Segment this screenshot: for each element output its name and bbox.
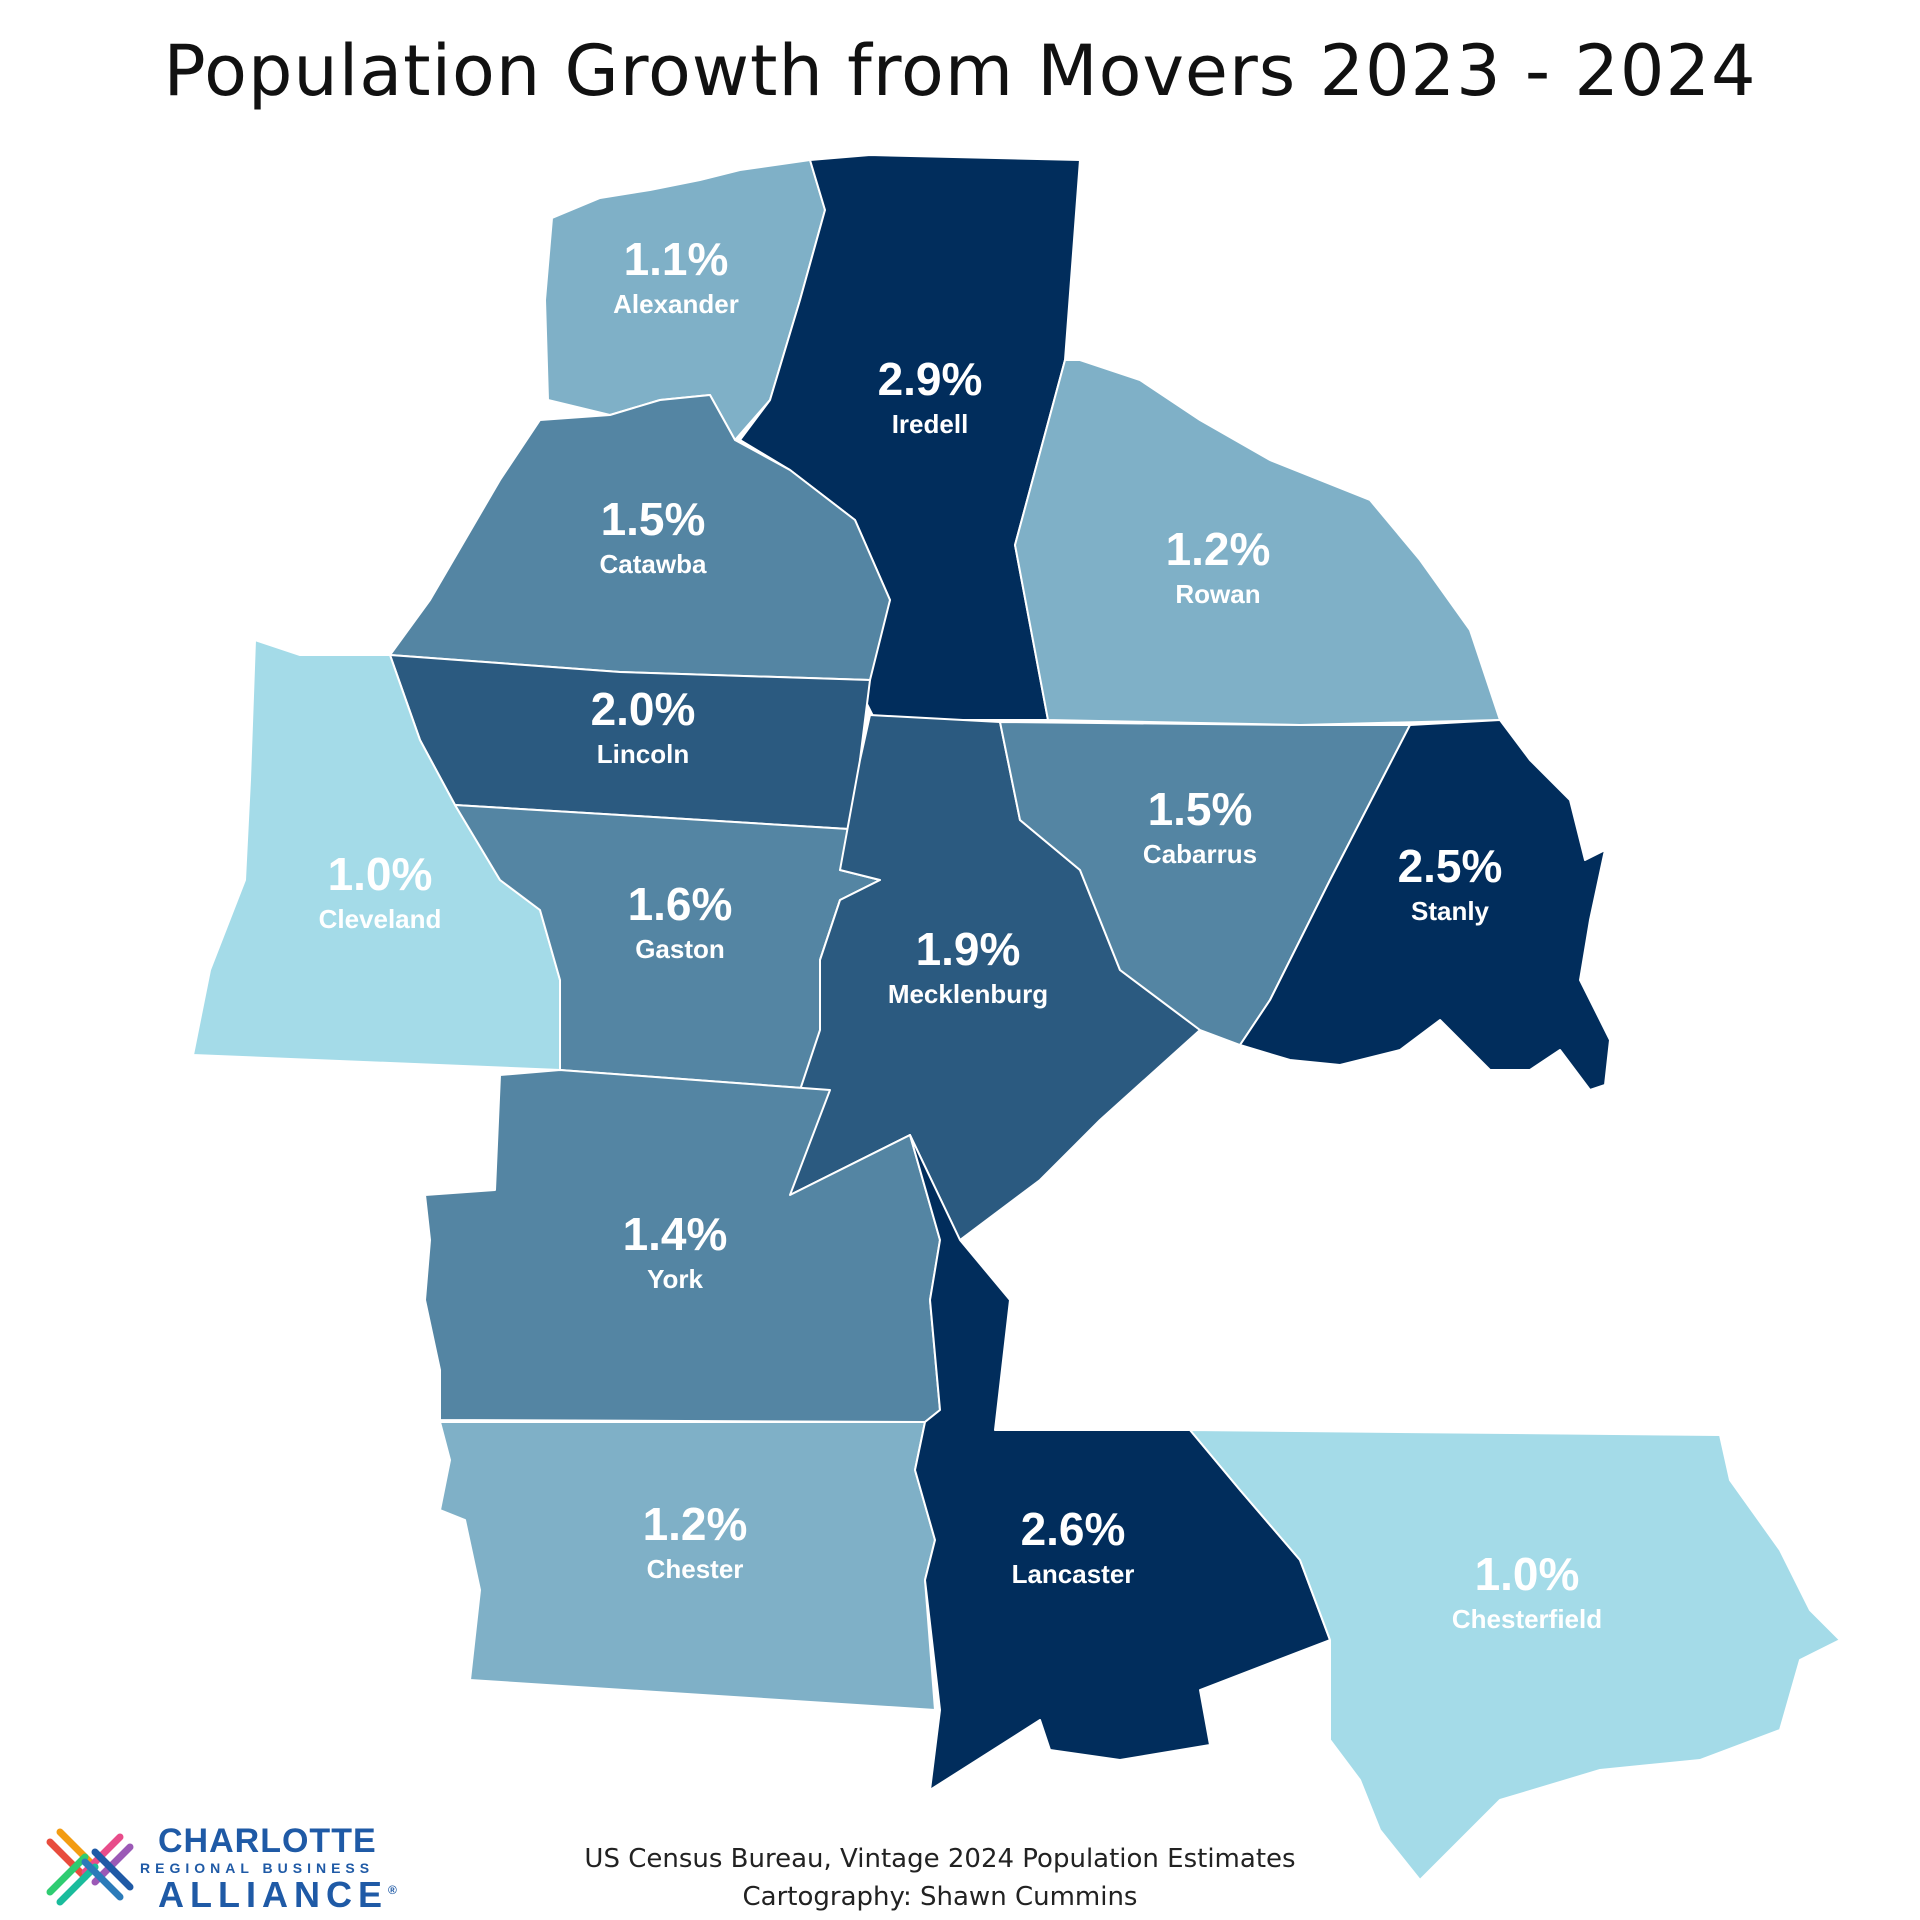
source-line: US Census Bureau, Vintage 2024 Populatio… bbox=[584, 1844, 1296, 1874]
county-name-mecklenburg: Mecklenburg bbox=[888, 979, 1048, 1009]
county-value-cabarrus: 1.5% bbox=[1148, 783, 1253, 835]
county-value-catawba: 1.5% bbox=[601, 493, 706, 545]
county-name-lincoln: Lincoln bbox=[597, 739, 689, 769]
county-value-stanly: 2.5% bbox=[1398, 840, 1503, 892]
county-name-lancaster: Lancaster bbox=[1012, 1559, 1135, 1589]
county-value-alexander: 1.1% bbox=[624, 233, 729, 285]
county-value-lancaster: 2.6% bbox=[1021, 1503, 1126, 1555]
logo-alliance-word: ALLIANCE bbox=[158, 1874, 388, 1915]
county-name-cleveland: Cleveland bbox=[319, 904, 442, 934]
county-value-chester: 1.2% bbox=[643, 1498, 748, 1550]
charlotte-alliance-logo: CHARLOTTE REGIONAL BUSINESS ALLIANCE® bbox=[40, 1822, 420, 1915]
logo-text-regional: REGIONAL BUSINESS bbox=[140, 1860, 375, 1876]
county-name-cabarrus: Cabarrus bbox=[1143, 839, 1257, 869]
county-value-chesterfield: 1.0% bbox=[1475, 1548, 1580, 1600]
county-rowan bbox=[1014, 359, 1501, 726]
logo-text-charlotte: CHARLOTTE bbox=[158, 1822, 377, 1860]
alliance-logo-icon bbox=[46, 1828, 134, 1906]
source-credit: US Census Bureau, Vintage 2024 Populatio… bbox=[560, 1840, 1320, 1916]
county-name-rowan: Rowan bbox=[1175, 579, 1260, 609]
county-chesterfield bbox=[1189, 1429, 1841, 1881]
county-name-gaston: Gaston bbox=[635, 934, 725, 964]
county-name-york: York bbox=[647, 1264, 703, 1294]
county-value-lincoln: 2.0% bbox=[591, 683, 696, 735]
registered-mark: ® bbox=[388, 1883, 403, 1897]
county-value-mecklenburg: 1.9% bbox=[916, 923, 1021, 975]
county-catawba bbox=[389, 394, 891, 681]
county-name-alexander: Alexander bbox=[613, 289, 739, 319]
county-value-iredell: 2.9% bbox=[878, 353, 983, 405]
logo-text-alliance: ALLIANCE® bbox=[158, 1874, 403, 1916]
county-name-chester: Chester bbox=[647, 1554, 744, 1584]
county-name-catawba: Catawba bbox=[600, 549, 707, 579]
map-title: Population Growth from Movers 2023 - 202… bbox=[163, 30, 1757, 112]
county-name-chesterfield: Chesterfield bbox=[1452, 1604, 1602, 1634]
cartography-line: Cartography: Shawn Cummins bbox=[742, 1882, 1138, 1912]
county-name-iredell: Iredell bbox=[892, 409, 969, 439]
county-value-york: 1.4% bbox=[623, 1208, 728, 1260]
county-lancaster bbox=[909, 1134, 1331, 1791]
county-value-gaston: 1.6% bbox=[628, 878, 733, 930]
county-value-rowan: 1.2% bbox=[1166, 523, 1271, 575]
county-stanly bbox=[1239, 719, 1611, 1091]
county-name-stanly: Stanly bbox=[1411, 896, 1490, 926]
county-value-cleveland: 1.0% bbox=[328, 848, 433, 900]
